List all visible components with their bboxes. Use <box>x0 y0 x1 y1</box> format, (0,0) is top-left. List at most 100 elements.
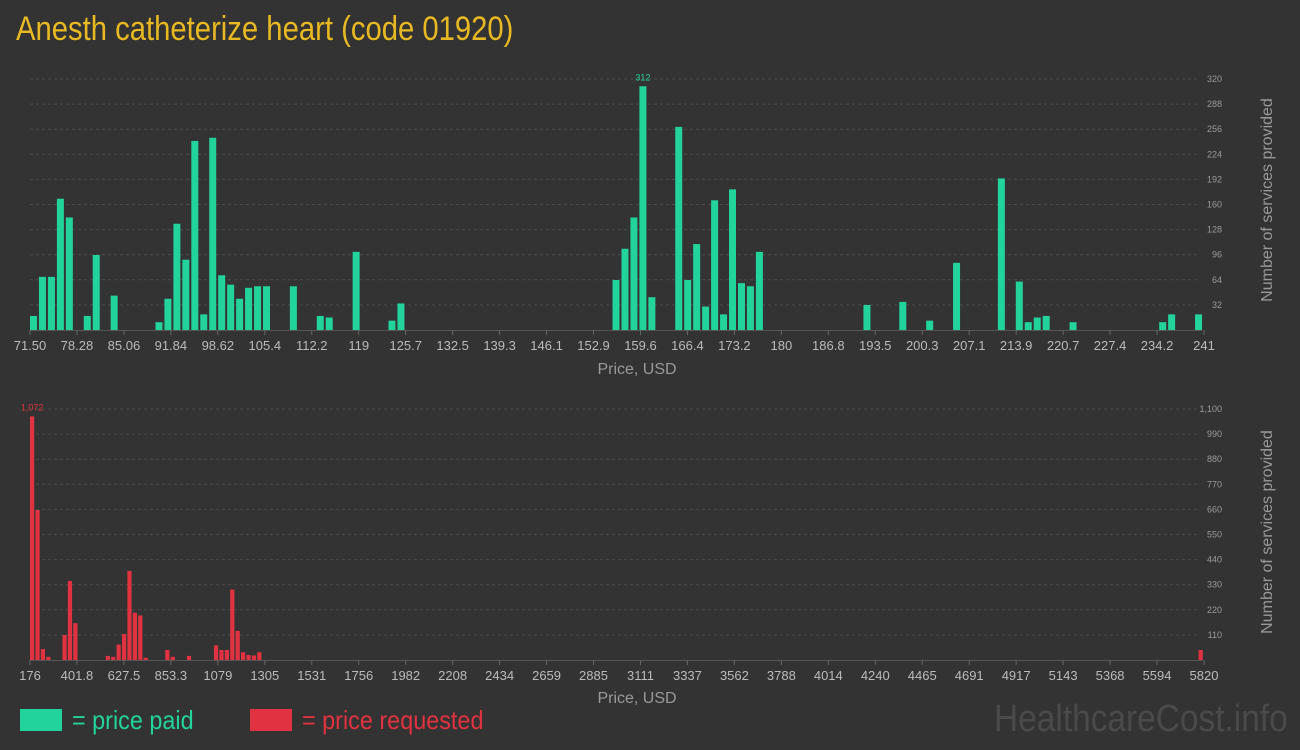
bar <box>397 303 405 330</box>
bar <box>170 656 175 660</box>
bar <box>143 657 148 660</box>
x-tick-label: 1531 <box>297 668 326 683</box>
y-tick-label: 192 <box>1207 174 1222 184</box>
x-tick-label: 241 <box>1193 338 1215 353</box>
x-tick-label: 5594 <box>1143 668 1172 683</box>
bar <box>186 655 192 660</box>
y-tick-label: 880 <box>1207 454 1222 464</box>
y-axis-title: Number of services provided <box>1259 430 1276 634</box>
y-tick-label: 110 <box>1208 630 1222 640</box>
bar <box>729 189 737 331</box>
bar <box>30 416 35 660</box>
x-tick-label: 71.50 <box>14 338 47 353</box>
bar <box>83 315 91 330</box>
bar <box>105 655 110 660</box>
bar <box>241 652 246 660</box>
bar <box>630 217 638 330</box>
y-tick-label: 224 <box>1207 149 1222 159</box>
bar <box>639 86 647 330</box>
x-tick-label: 176 <box>19 668 41 683</box>
x-tick-label: 220.7 <box>1047 338 1080 353</box>
bar <box>1198 650 1203 660</box>
x-tick-label: 2434 <box>485 668 514 683</box>
x-tick-label: 173.2 <box>718 338 751 353</box>
bar <box>227 284 235 330</box>
y-tick-label: 1,100 <box>1199 404 1222 414</box>
bar <box>235 630 240 660</box>
x-tick-label: 78.28 <box>61 338 94 353</box>
legend-requested-label: = price requested <box>302 704 484 735</box>
bar <box>702 306 710 330</box>
x-axis-title: Price, USD <box>597 361 676 378</box>
x-tick-label: 166.4 <box>671 338 704 353</box>
bar <box>926 320 934 331</box>
x-tick-label: 4465 <box>908 668 937 683</box>
x-tick-label: 3111 <box>627 668 654 683</box>
x-tick-label: 91.84 <box>155 338 188 353</box>
bar <box>325 317 333 330</box>
x-tick-label: 234.2 <box>1141 338 1174 353</box>
legend-requested-swatch <box>250 709 292 731</box>
bar <box>746 286 754 330</box>
bar <box>899 301 907 331</box>
max-value-label: 1,072 <box>21 402 44 412</box>
bar <box>684 280 692 330</box>
x-tick-label: 4240 <box>861 668 890 683</box>
x-tick-label: 132.5 <box>436 338 469 353</box>
x-tick-label: 4917 <box>1002 668 1031 683</box>
bar <box>200 314 208 331</box>
bar <box>245 287 253 330</box>
bar <box>67 580 73 660</box>
x-tick-label: 180 <box>771 338 793 353</box>
bar <box>121 634 127 660</box>
bar <box>1033 317 1041 330</box>
bar <box>863 305 871 330</box>
bar <box>648 297 656 330</box>
x-tick-label: 2885 <box>579 668 608 683</box>
bar <box>316 315 324 330</box>
y-tick-label: 440 <box>1207 555 1222 565</box>
legend-requested: = price requested <box>250 704 504 736</box>
x-tick-label: 5820 <box>1190 668 1219 683</box>
y-tick-label: 96 <box>1212 250 1222 260</box>
bar <box>1042 315 1050 330</box>
y-tick-label: 770 <box>1207 479 1222 489</box>
bar <box>693 244 701 330</box>
bar <box>30 315 37 330</box>
bar <box>47 276 55 331</box>
x-tick-label: 401.8 <box>61 668 94 683</box>
bar <box>612 280 620 330</box>
bar <box>219 650 224 660</box>
x-tick-label: 85.06 <box>108 338 141 353</box>
bar <box>73 623 78 660</box>
bar <box>737 283 745 331</box>
x-tick-label: 146.1 <box>530 338 563 353</box>
x-tick-label: 2659 <box>532 668 561 683</box>
x-axis-title: Price, USD <box>597 690 676 707</box>
bar <box>224 650 229 660</box>
bar <box>675 126 683 331</box>
bar <box>720 314 728 331</box>
x-tick-label: 207.1 <box>953 338 986 353</box>
bar <box>997 178 1005 330</box>
page-title: Anesth catheterize heart (code 01920) <box>16 10 514 48</box>
bar <box>165 650 170 660</box>
bar <box>35 510 40 660</box>
bar <box>1168 314 1176 331</box>
bar <box>251 655 257 660</box>
bar <box>388 320 396 331</box>
bar <box>173 223 181 330</box>
y-tick-label: 660 <box>1207 504 1222 514</box>
legend-paid-swatch <box>20 709 62 731</box>
bar <box>236 298 244 330</box>
x-tick-label: 119 <box>348 338 369 353</box>
bar <box>257 652 262 660</box>
bar <box>289 286 297 330</box>
bar <box>110 295 118 331</box>
x-tick-label: 193.5 <box>859 338 892 353</box>
x-tick-label: 213.9 <box>1000 338 1033 353</box>
x-tick-label: 5143 <box>1049 668 1078 683</box>
bar <box>263 286 270 330</box>
x-tick-label: 125.7 <box>389 338 422 353</box>
